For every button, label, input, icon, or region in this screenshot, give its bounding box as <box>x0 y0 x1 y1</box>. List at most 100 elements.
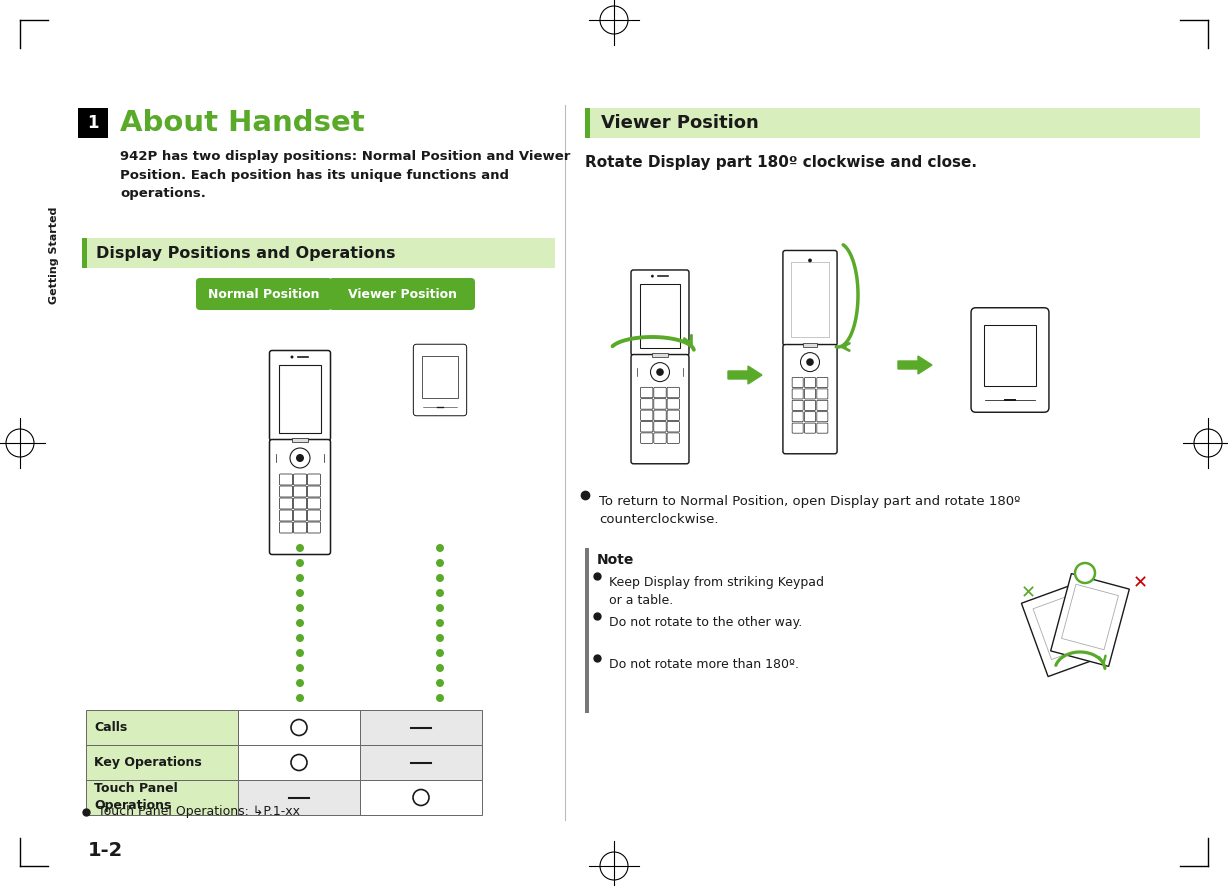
FancyBboxPatch shape <box>667 399 679 409</box>
Text: 942P has two display positions: Normal Position and Viewer
Position. Each positi: 942P has two display positions: Normal P… <box>120 150 570 200</box>
FancyArrow shape <box>898 356 932 374</box>
Bar <box>791 262 829 338</box>
FancyBboxPatch shape <box>653 410 666 421</box>
Bar <box>640 284 680 348</box>
FancyBboxPatch shape <box>653 399 666 409</box>
Circle shape <box>656 369 664 376</box>
Circle shape <box>296 649 305 657</box>
Circle shape <box>807 358 814 366</box>
Circle shape <box>296 664 305 672</box>
Text: Display Positions and Operations: Display Positions and Operations <box>96 245 395 260</box>
FancyArrow shape <box>728 366 763 384</box>
Bar <box>86 780 238 815</box>
FancyBboxPatch shape <box>792 389 803 399</box>
FancyBboxPatch shape <box>293 522 307 533</box>
Circle shape <box>436 664 445 672</box>
Bar <box>82 238 87 268</box>
FancyBboxPatch shape <box>667 410 679 421</box>
Text: ✕: ✕ <box>1020 584 1035 602</box>
FancyBboxPatch shape <box>293 498 307 509</box>
FancyBboxPatch shape <box>307 486 321 497</box>
FancyBboxPatch shape <box>641 387 653 398</box>
Circle shape <box>296 559 305 567</box>
FancyBboxPatch shape <box>653 422 666 432</box>
FancyBboxPatch shape <box>667 422 679 432</box>
Circle shape <box>436 634 445 642</box>
FancyBboxPatch shape <box>804 412 815 422</box>
Bar <box>585 548 589 713</box>
Text: Viewer Position: Viewer Position <box>600 114 759 132</box>
FancyBboxPatch shape <box>641 410 653 421</box>
Bar <box>87 238 555 268</box>
Circle shape <box>1074 563 1095 583</box>
Bar <box>79 108 108 138</box>
Text: Do not rotate more than 180º.: Do not rotate more than 180º. <box>609 658 799 671</box>
FancyBboxPatch shape <box>307 498 321 509</box>
FancyBboxPatch shape <box>792 424 803 433</box>
FancyBboxPatch shape <box>667 387 679 398</box>
Circle shape <box>296 454 305 462</box>
Circle shape <box>296 619 305 627</box>
Text: Normal Position: Normal Position <box>209 287 319 300</box>
Text: Key Operations: Key Operations <box>95 756 201 769</box>
FancyBboxPatch shape <box>804 377 815 387</box>
Text: About Handset: About Handset <box>120 109 365 137</box>
Bar <box>238 710 360 745</box>
Polygon shape <box>1022 584 1103 677</box>
Text: Touch Panel Operations: ↳P.1-xx: Touch Panel Operations: ↳P.1-xx <box>98 805 300 819</box>
Circle shape <box>436 604 445 612</box>
Bar <box>279 365 321 433</box>
Polygon shape <box>1061 584 1119 649</box>
FancyBboxPatch shape <box>414 345 467 416</box>
Text: Touch Panel
Operations: Touch Panel Operations <box>95 782 178 812</box>
Circle shape <box>436 574 445 582</box>
FancyBboxPatch shape <box>653 387 666 398</box>
Bar <box>422 356 458 398</box>
FancyBboxPatch shape <box>631 270 689 355</box>
Bar <box>360 780 483 815</box>
Circle shape <box>296 589 305 597</box>
Text: Do not rotate to the other way.: Do not rotate to the other way. <box>609 616 802 629</box>
Circle shape <box>413 789 429 805</box>
Circle shape <box>296 544 305 552</box>
FancyBboxPatch shape <box>653 433 666 443</box>
Circle shape <box>296 574 305 582</box>
FancyBboxPatch shape <box>641 422 653 432</box>
Polygon shape <box>1033 595 1090 659</box>
FancyBboxPatch shape <box>804 389 815 399</box>
FancyBboxPatch shape <box>280 522 292 533</box>
Text: To return to Normal Position, open Display part and rotate 180º
counterclockwise: To return to Normal Position, open Displ… <box>599 495 1020 526</box>
FancyBboxPatch shape <box>280 510 292 521</box>
Text: Rotate Display part 180º clockwise and close.: Rotate Display part 180º clockwise and c… <box>585 155 977 170</box>
FancyBboxPatch shape <box>307 510 321 521</box>
Circle shape <box>296 604 305 612</box>
FancyBboxPatch shape <box>804 424 815 433</box>
FancyBboxPatch shape <box>817 400 828 410</box>
Bar <box>292 438 308 442</box>
Text: 1: 1 <box>87 114 98 132</box>
Text: Viewer Position: Viewer Position <box>348 287 457 300</box>
Text: ✕: ✕ <box>1132 574 1147 592</box>
Circle shape <box>808 259 812 262</box>
FancyBboxPatch shape <box>667 433 679 443</box>
FancyBboxPatch shape <box>783 251 837 346</box>
Circle shape <box>651 275 653 277</box>
Polygon shape <box>1051 573 1130 666</box>
Circle shape <box>436 544 445 552</box>
FancyBboxPatch shape <box>817 424 828 433</box>
FancyBboxPatch shape <box>293 486 307 497</box>
Circle shape <box>296 679 305 687</box>
Text: 1-2: 1-2 <box>88 841 123 859</box>
FancyBboxPatch shape <box>817 389 828 399</box>
Bar <box>360 710 483 745</box>
Text: Note: Note <box>597 553 635 567</box>
Bar <box>86 745 238 780</box>
FancyBboxPatch shape <box>641 399 653 409</box>
FancyBboxPatch shape <box>792 400 803 410</box>
FancyBboxPatch shape <box>269 351 330 440</box>
Circle shape <box>291 355 293 359</box>
FancyBboxPatch shape <box>280 498 292 509</box>
Circle shape <box>436 619 445 627</box>
Bar <box>238 745 360 780</box>
Bar <box>803 343 817 347</box>
